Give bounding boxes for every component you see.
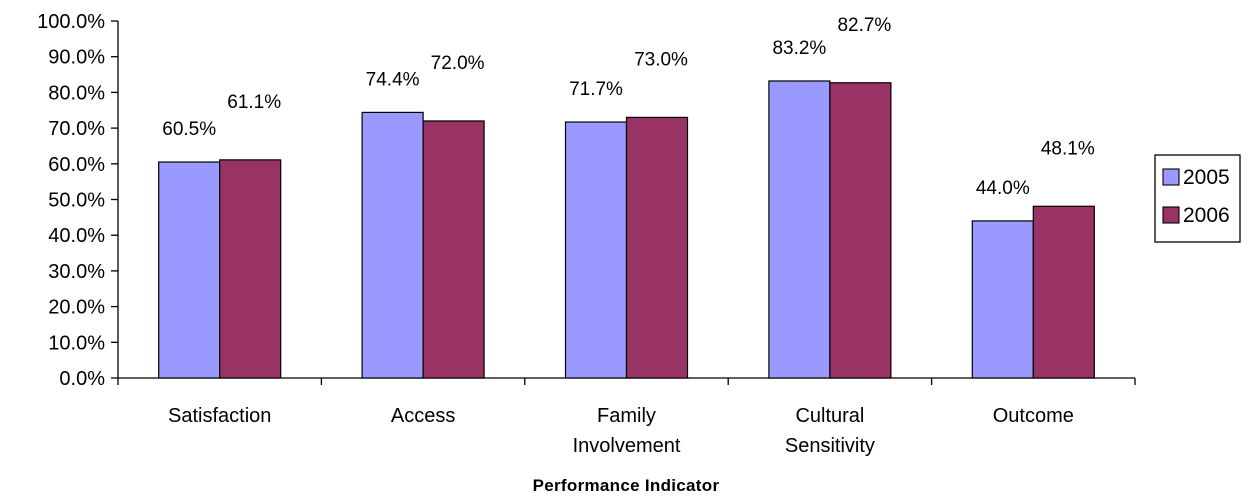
bar-2006 — [219, 159, 282, 379]
data-label-2005: 60.5% — [162, 119, 216, 140]
y-tick-label: 10.0% — [48, 332, 105, 354]
data-label-2006: 73.0% — [634, 49, 688, 70]
bar-2005 — [971, 220, 1034, 379]
y-tick-label: 90.0% — [48, 47, 105, 69]
y-tick-label: 30.0% — [48, 261, 105, 283]
x-tick-label: Outcome — [993, 405, 1074, 427]
y-tick-label: 100.0% — [37, 11, 105, 33]
x-tick-label-line: Involvement — [573, 435, 681, 457]
x-tick-label-line: Outcome — [993, 405, 1074, 427]
data-label-2005: 44.0% — [976, 178, 1030, 199]
y-axis: 0.0% 10.0% 20.0% 30.0% 40.0% 50.0% 60.0% 70.0% 8… — [37, 11, 119, 390]
y-tick-label: 40.0% — [48, 225, 105, 247]
y-tick-label: 0.0% — [59, 368, 105, 390]
bar-2005 — [361, 111, 424, 379]
bar-2006 — [1032, 205, 1095, 379]
data-labels: 60.5% 74.4% 71.7% 83.2% 44.0% 61.1% 72.0% 73.0%… — [162, 15, 1095, 199]
data-label-2006: 72.0% — [431, 53, 485, 74]
x-tick-label: Cultural Sensitivity — [785, 405, 875, 457]
bar-2006 — [422, 120, 485, 379]
x-tick-label: Access — [391, 405, 455, 427]
x-tick-label: Satisfaction — [168, 405, 271, 427]
x-tick-label-line: Family — [597, 405, 656, 427]
data-label-2006: 48.1% — [1041, 138, 1095, 159]
y-tick-label: 20.0% — [48, 297, 105, 319]
x-tick-label-line: Cultural — [795, 405, 864, 427]
legend-swatch-2005 — [1162, 168, 1180, 186]
bar-2005 — [564, 121, 628, 379]
data-label-2006: 61.1% — [227, 92, 281, 113]
x-tick-label-line: Access — [391, 405, 455, 427]
legend-label-2006: 2006 — [1183, 204, 1230, 227]
x-tick-label-line: Sensitivity — [785, 435, 875, 457]
x-axis-title: Performance Indicator — [533, 476, 720, 495]
bar-2005 — [158, 161, 221, 379]
data-label-2005: 71.7% — [569, 79, 623, 100]
bars — [158, 80, 1095, 379]
y-tick-label: 70.0% — [48, 118, 105, 140]
legend-label-2005: 2005 — [1183, 166, 1230, 189]
data-label-2006: 82.7% — [837, 15, 891, 36]
y-tick-label: 50.0% — [48, 190, 105, 212]
legend-swatch-2006 — [1162, 206, 1180, 224]
legend: 2005 2006 — [1154, 154, 1241, 243]
y-tick-label: 80.0% — [48, 82, 105, 104]
bar-2005 — [768, 80, 831, 379]
x-tick-label-line: Satisfaction — [168, 405, 271, 427]
data-label-2005: 83.2% — [772, 38, 826, 59]
legend-box — [1154, 154, 1241, 243]
data-label-2005: 74.4% — [366, 69, 420, 90]
x-axis: Satisfaction Access Family Involvement Cultu… — [117, 377, 1136, 457]
x-tick-label: Family Involvement — [573, 405, 681, 457]
bar-2006 — [829, 82, 892, 379]
bar-2006 — [625, 116, 689, 379]
y-tick-label: 60.0% — [48, 154, 105, 176]
